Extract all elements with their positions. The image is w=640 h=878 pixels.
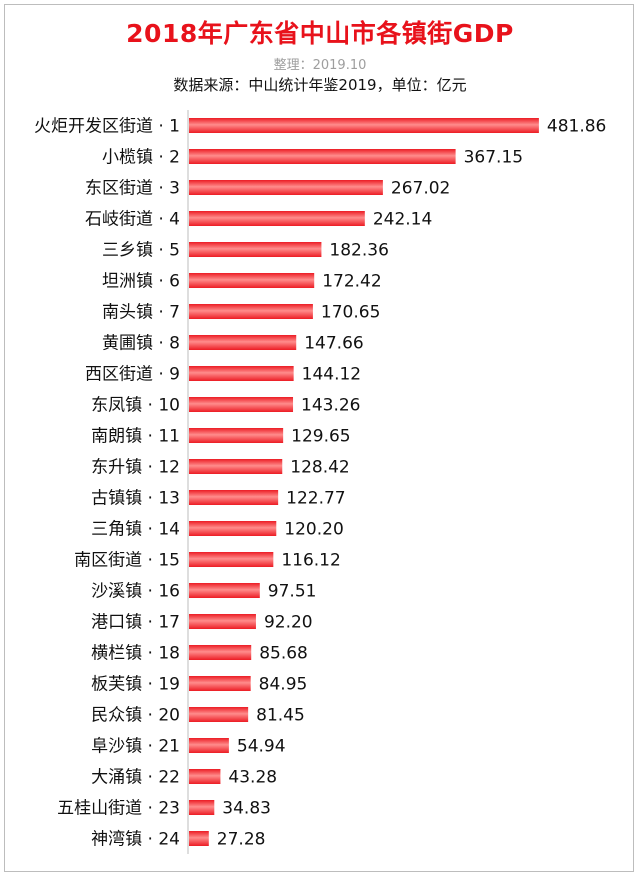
value-label: 242.14 bbox=[373, 210, 432, 230]
value-label: 54.94 bbox=[237, 737, 286, 757]
data-source-note: 数据来源：中山统计年鉴2019，单位：亿元 bbox=[173, 76, 467, 94]
bar bbox=[189, 397, 294, 412]
value-label: 143.26 bbox=[301, 396, 360, 416]
category-label: 坦洲镇 · 6 bbox=[102, 272, 180, 292]
category-label: 沙溪镇 · 16 bbox=[91, 582, 180, 602]
value-label: 84.95 bbox=[259, 675, 308, 695]
category-label: 南头镇 · 7 bbox=[102, 303, 180, 323]
category-label: 三角镇 · 14 bbox=[91, 520, 180, 540]
value-label: 92.20 bbox=[264, 613, 313, 633]
value-label: 481.86 bbox=[547, 117, 606, 137]
bar bbox=[189, 645, 252, 660]
value-label: 144.12 bbox=[302, 365, 361, 385]
value-label: 27.28 bbox=[217, 830, 266, 850]
value-label: 97.51 bbox=[268, 582, 317, 602]
bar bbox=[189, 242, 322, 257]
bar bbox=[189, 304, 313, 319]
bar bbox=[189, 180, 383, 195]
category-label: 小榄镇 · 2 bbox=[102, 148, 180, 168]
bar bbox=[189, 800, 215, 815]
value-label: 116.12 bbox=[281, 551, 340, 571]
value-label: 85.68 bbox=[259, 644, 308, 664]
category-label: 横栏镇 · 18 bbox=[91, 644, 180, 664]
bar bbox=[189, 738, 229, 753]
category-label: 火炬开发区街道 · 1 bbox=[34, 117, 180, 137]
bar bbox=[189, 707, 249, 722]
category-label: 阜沙镇 · 21 bbox=[91, 737, 180, 757]
value-label: 147.66 bbox=[304, 334, 363, 354]
category-label: 南朗镇 · 11 bbox=[91, 427, 180, 447]
bar bbox=[189, 335, 297, 350]
value-label: 128.42 bbox=[290, 458, 349, 478]
category-label: 东区街道 · 3 bbox=[85, 179, 180, 199]
category-label: 东凤镇 · 10 bbox=[91, 396, 180, 416]
bar bbox=[189, 366, 294, 381]
bar bbox=[189, 428, 284, 443]
chart-subtitle: 整理：2019.10 bbox=[273, 58, 367, 73]
value-label: 81.45 bbox=[256, 706, 305, 726]
category-label: 古镇镇 · 13 bbox=[91, 489, 180, 509]
bar bbox=[189, 149, 456, 164]
value-label: 170.65 bbox=[321, 303, 380, 323]
value-label: 172.42 bbox=[322, 272, 381, 292]
value-label: 129.65 bbox=[291, 427, 350, 447]
category-label: 石岐街道 · 4 bbox=[85, 210, 180, 230]
value-label: 267.02 bbox=[391, 179, 450, 199]
bar bbox=[189, 273, 315, 288]
chart-title: 2018年广东省中山市各镇街GDP bbox=[126, 19, 514, 48]
value-label: 43.28 bbox=[228, 768, 277, 788]
category-label: 港口镇 · 17 bbox=[91, 613, 180, 633]
bar bbox=[189, 831, 209, 846]
category-label: 三乡镇 · 5 bbox=[102, 241, 180, 261]
category-label: 民众镇 · 20 bbox=[91, 706, 180, 726]
category-label: 神湾镇 · 24 bbox=[91, 830, 180, 850]
bar bbox=[189, 211, 365, 226]
chart-frame bbox=[4, 4, 634, 872]
value-label: 182.36 bbox=[329, 241, 388, 261]
value-label: 367.15 bbox=[464, 148, 523, 168]
category-label: 板芙镇 · 19 bbox=[91, 675, 180, 695]
category-label: 五桂山街道 · 23 bbox=[57, 799, 180, 819]
bar bbox=[189, 676, 251, 691]
category-label: 大涌镇 · 22 bbox=[91, 768, 180, 788]
category-label: 黄圃镇 · 8 bbox=[102, 334, 180, 354]
category-label: 西区街道 · 9 bbox=[85, 365, 180, 385]
bar bbox=[189, 118, 539, 133]
bar bbox=[189, 614, 256, 629]
value-label: 34.83 bbox=[222, 799, 271, 819]
value-label: 122.77 bbox=[286, 489, 345, 509]
category-label: 东升镇 · 12 bbox=[91, 458, 180, 478]
bar bbox=[189, 459, 283, 474]
bar bbox=[189, 552, 274, 567]
bar bbox=[189, 490, 279, 505]
bar bbox=[189, 583, 260, 598]
bar bbox=[189, 521, 277, 536]
category-label: 南区街道 · 15 bbox=[74, 551, 180, 571]
bar bbox=[189, 769, 221, 784]
value-label: 120.20 bbox=[284, 520, 343, 540]
chart-marks: 火炬开发区街道 · 1 481.86 小榄镇 · 2 367.15 东区街道 · 3 26… bbox=[34, 110, 606, 854]
